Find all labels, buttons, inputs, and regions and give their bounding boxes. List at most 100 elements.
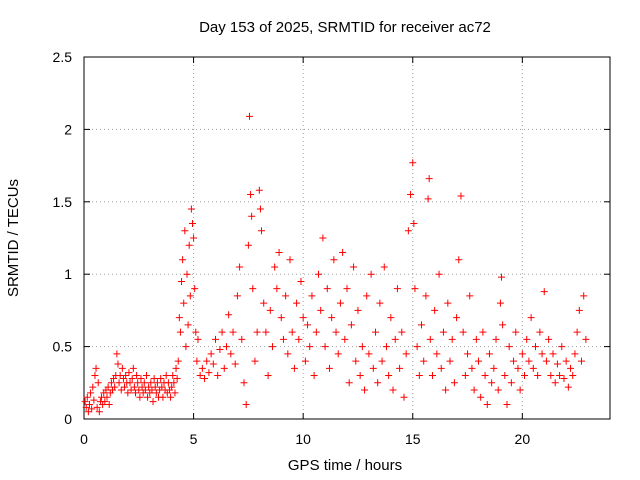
data-point [151,383,159,391]
data-point [523,335,531,343]
data-point [256,205,264,213]
data-point [428,372,436,380]
data-point [89,383,97,391]
data-point [169,372,177,380]
data-point [191,285,199,293]
data-point [279,335,287,343]
data-point [424,195,432,203]
data-point [184,321,192,329]
data-point [306,343,314,351]
data-point [525,357,533,365]
data-point [220,364,228,372]
data-point [492,335,500,343]
data-point [126,379,134,387]
data-point [92,364,100,372]
data-point [248,212,256,220]
x-tick-label: 10 [295,431,311,447]
data-point [104,383,112,391]
data-point [564,383,572,391]
y-tick-label: 0 [64,411,72,427]
data-point [420,357,428,365]
data-point [407,191,415,199]
data-point [361,386,369,394]
data-point [288,328,296,336]
data-point [569,372,577,380]
data-point [152,389,160,397]
data-point [255,186,263,194]
data-point [402,350,410,358]
data-point [356,372,364,380]
data-point [271,263,279,271]
data-point [286,256,294,264]
data-point [431,306,439,314]
data-point [439,328,447,336]
data-point [227,350,235,358]
data-point [378,357,386,365]
data-point [101,398,109,406]
data-point [132,389,140,397]
data-point [529,364,537,372]
data-point [444,299,452,307]
x-axis-label: GPS time / hours [288,457,402,474]
axis-ticks: 0 5 10 15 20 0 0.5 1 1.5 2 2.5 [53,49,610,447]
data-point [553,360,561,368]
data-point [266,306,274,314]
y-tick-label: 2.5 [53,49,73,65]
data-point [203,357,211,365]
data-point [118,364,126,372]
data-point [93,403,101,411]
y-axis-label: SRMTID / TECUs [5,179,22,297]
data-point [247,191,255,199]
data-point [238,335,246,343]
data-point [140,379,148,387]
data-point [580,292,588,300]
data-point [521,372,529,380]
data-point [122,372,130,380]
data-point [400,393,408,401]
data-point [393,285,401,293]
data-point [218,328,226,336]
data-point [183,270,191,278]
data-point [578,357,586,365]
data-point [134,379,142,387]
data-point [187,205,195,213]
data-point [258,227,266,235]
data-point [549,350,557,358]
data-point [466,292,474,300]
data-point [82,403,90,411]
data-point [94,379,102,387]
data-point [209,360,217,368]
x-tick-label: 0 [80,431,88,447]
data-point [111,383,119,391]
data-point [332,328,340,336]
data-point [176,328,184,336]
data-point [418,321,426,329]
chart-title: Day 153 of 2025, SRMTID for receiver ac7… [199,19,491,36]
data-point [538,350,546,358]
data-point [157,374,165,382]
data-point [308,292,316,300]
data-point [453,314,461,322]
data-point [159,393,167,401]
data-point [339,248,347,256]
data-point [334,350,342,358]
data-point [178,277,186,285]
y-tick-label: 1 [64,266,72,282]
data-point [498,273,506,281]
data-point [125,369,133,377]
data-point [87,389,95,397]
data-point [514,364,522,372]
data-point [582,335,590,343]
data-point [137,374,145,382]
data-point [374,379,382,387]
data-point [398,328,406,336]
x-tick-label: 20 [515,431,531,447]
x-tick-label: 5 [190,431,198,447]
data-point [422,292,430,300]
data-point [505,343,513,351]
data-point [501,372,509,380]
data-point [336,299,344,307]
data-point [231,360,239,368]
